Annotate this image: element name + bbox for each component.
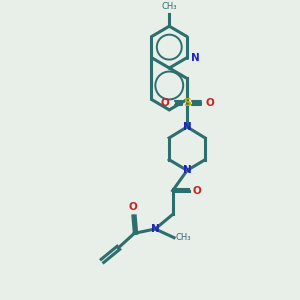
Text: N: N (183, 165, 191, 176)
Text: O: O (206, 98, 214, 108)
Text: N: N (151, 224, 160, 234)
Text: O: O (192, 186, 201, 196)
Text: CH₃: CH₃ (176, 233, 191, 242)
Text: O: O (160, 98, 169, 108)
Text: S: S (183, 98, 191, 108)
Text: N: N (183, 122, 191, 132)
Text: CH₃: CH₃ (161, 2, 177, 11)
Text: O: O (128, 202, 137, 212)
Text: N: N (191, 52, 200, 63)
